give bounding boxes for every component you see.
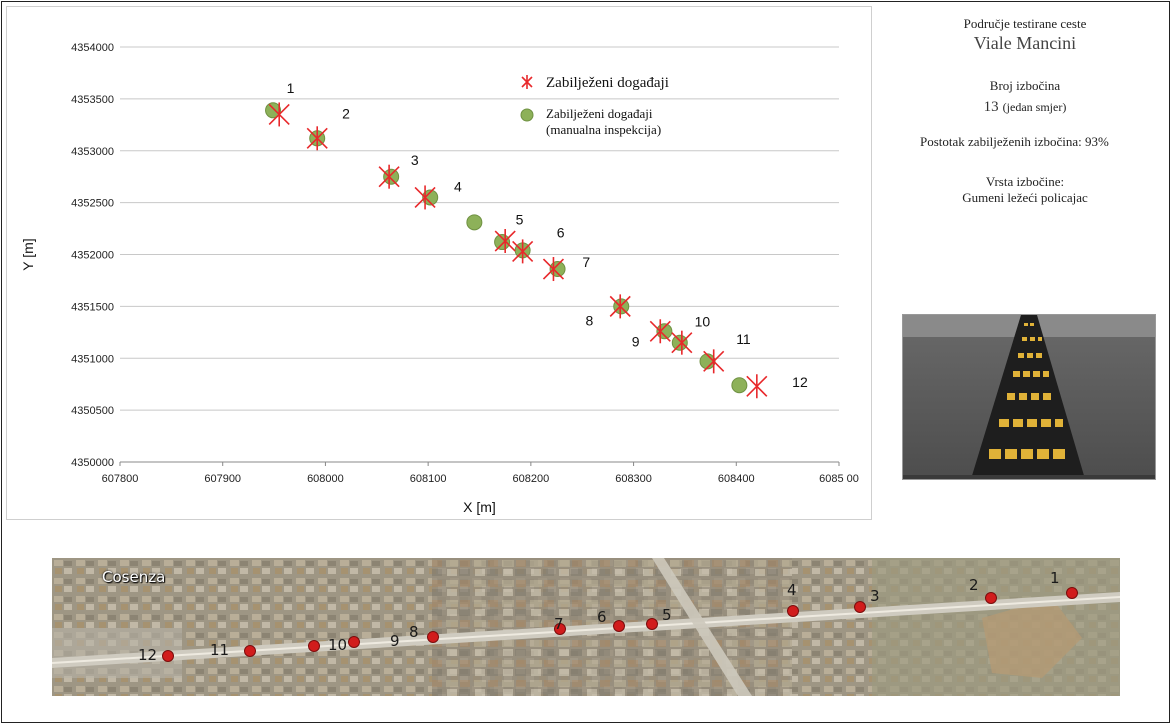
chart-panel: 4350000 4350500 4351000 4351500 4352000 43525… xyxy=(6,6,872,520)
point-number-label: 1 xyxy=(287,80,295,96)
map-marker-label: 3 xyxy=(870,587,880,605)
data-point-recorded xyxy=(649,319,671,344)
legend-label-manual: Zabilježeni događaji xyxy=(546,106,653,121)
y-tick-label: 4353000 xyxy=(71,146,114,158)
data-point-manual xyxy=(466,214,483,231)
area-label: Područje testirane ceste xyxy=(963,16,1087,31)
data-point-manual xyxy=(656,323,673,340)
data-point-recorded xyxy=(414,185,436,210)
y-tick-label: 4352500 xyxy=(71,198,114,210)
point-number-label: 7 xyxy=(582,254,590,270)
data-point-recorded xyxy=(306,126,328,151)
point-number-label: 9 xyxy=(632,333,640,349)
y-tick-label: 4351500 xyxy=(71,301,114,313)
data-point-manual xyxy=(265,102,282,119)
x-tick-label: 608400 xyxy=(718,473,755,485)
point-number-label: 10 xyxy=(695,314,711,330)
map-marker xyxy=(348,636,360,648)
legend-label-recorded: Zabilježeni događaji xyxy=(546,75,669,91)
aerial-city-label: Cosenza xyxy=(102,568,166,586)
map-marker xyxy=(244,645,256,657)
x-axis-label: X [m] xyxy=(463,499,496,515)
map-marker xyxy=(1066,587,1078,599)
point-number-label: 4 xyxy=(454,179,462,195)
map-marker-label: 2 xyxy=(969,576,979,594)
point-number-label: 8 xyxy=(586,313,594,329)
legend-label-manual-line2: (manualna inspekcija) xyxy=(546,122,661,137)
map-marker xyxy=(308,640,320,652)
data-point-manual xyxy=(731,377,748,394)
data-point-recorded xyxy=(609,294,631,319)
map-marker-label: 1 xyxy=(1050,569,1060,587)
map-marker xyxy=(613,620,625,632)
y-axis-label: Y [m] xyxy=(20,238,36,270)
data-point-recorded xyxy=(494,229,516,254)
map-marker xyxy=(787,605,799,617)
bumps-label: Broj izbočina xyxy=(989,78,1061,93)
scatter-chart: 4350000 4350500 4351000 4351500 4352000 43525… xyxy=(20,42,859,515)
legend-circle-marker xyxy=(520,108,534,122)
info-panel: Područje testirane ceste Viale Mancini B… xyxy=(882,16,1168,206)
point-number-label: 6 xyxy=(557,224,565,240)
point-number-label: 2 xyxy=(342,106,350,122)
y-tick-label: 4350500 xyxy=(71,405,114,417)
percent-text: Postotak zabilježenih izbočina: 93% xyxy=(920,134,1109,149)
map-marker xyxy=(854,601,866,613)
data-point-manual xyxy=(699,353,716,370)
map-marker-label: 5 xyxy=(662,606,672,624)
map-marker-label: 7 xyxy=(554,615,564,633)
x-tick-label: 608300 xyxy=(615,473,652,485)
map-marker-label: 12 xyxy=(138,646,158,664)
map-marker xyxy=(985,592,997,604)
y-tick-label: 4350000 xyxy=(71,457,114,469)
map-marker-label: 6 xyxy=(597,608,607,626)
type-label: Vrsta izbočine: xyxy=(985,174,1065,189)
map-marker-label: 11 xyxy=(210,641,230,659)
data-point-recorded xyxy=(671,330,693,355)
point-number-label: 12 xyxy=(792,374,808,390)
map-marker xyxy=(646,618,658,630)
data-point-recorded xyxy=(542,257,565,282)
bumps-count: 13 xyxy=(983,99,999,115)
x-tick-label: 607800 xyxy=(102,473,139,485)
point-number-label: 11 xyxy=(736,331,751,347)
data-point-manual xyxy=(422,189,439,206)
x-tick-label: 607900 xyxy=(204,473,241,485)
y-tick-label: 4352000 xyxy=(71,250,114,262)
legend-cross-marker xyxy=(521,75,533,89)
aerial-map: Cosenza 12 11 10 9 8 7 6 5 4 3 2 1 xyxy=(52,558,1120,696)
data-point-recorded xyxy=(512,239,534,264)
x-tick-label: 608200 xyxy=(512,473,549,485)
road-name: Viale Mancini xyxy=(973,33,1077,53)
data-point-recorded xyxy=(746,374,768,399)
map-marker-label: 9 xyxy=(390,632,400,650)
map-marker xyxy=(162,650,174,662)
map-marker-label: 10 xyxy=(328,636,348,654)
map-marker xyxy=(427,631,439,643)
x-tick-label: 6085 00 xyxy=(819,473,859,485)
x-tick-label: 608000 xyxy=(307,473,344,485)
bumps-count-row: 13 (jedan smjer) xyxy=(882,98,1168,116)
x-tick-label: 608100 xyxy=(410,473,447,485)
data-point-recorded xyxy=(703,349,725,374)
point-number-label: 3 xyxy=(411,152,419,168)
data-point-manual xyxy=(549,261,566,278)
type-value: Gumeni ležeći policajac xyxy=(962,190,1088,205)
point-number-label: 5 xyxy=(516,211,524,227)
y-tick-label: 4354000 xyxy=(71,42,114,54)
y-tick-label: 4353500 xyxy=(71,94,114,106)
data-point-recorded xyxy=(268,102,290,127)
map-marker-label: 8 xyxy=(409,623,419,641)
data-point-manual xyxy=(383,168,400,185)
data-point-recorded xyxy=(378,164,400,189)
speed-bump-photo xyxy=(902,314,1156,480)
data-point-manual xyxy=(671,334,688,351)
bumps-direction: (jedan smjer) xyxy=(1002,100,1067,114)
map-marker-label: 4 xyxy=(787,581,797,599)
y-tick-label: 4351000 xyxy=(71,353,114,365)
map-marker xyxy=(554,623,566,635)
